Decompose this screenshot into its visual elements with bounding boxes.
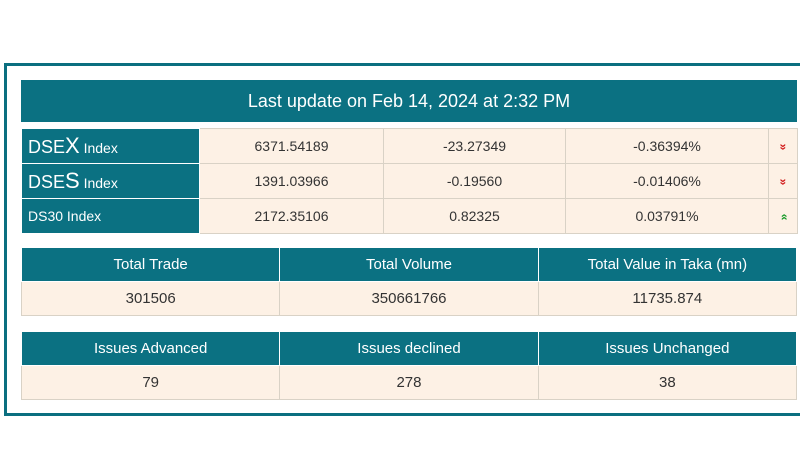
total-volume-value: 350661766 — [279, 281, 539, 316]
index-percent: -0.36394% — [565, 128, 769, 164]
double-chevron-up-icon: » — [768, 198, 798, 234]
index-value: 2172.35106 — [199, 198, 384, 234]
index-name-dsex: DSEX Index — [21, 128, 200, 164]
index-percent: 0.03791% — [565, 198, 769, 234]
double-chevron-down-icon: » — [768, 163, 798, 199]
index-row-dses: DSES Index 1391.03966 -0.19560 -0.01406%… — [21, 163, 798, 199]
index-row-ds30: DS30 Index 2172.35106 0.82325 0.03791% » — [21, 198, 798, 234]
double-chevron-down-icon: » — [768, 128, 798, 164]
total-volume-header: Total Volume — [279, 247, 539, 282]
total-trade-header: Total Trade — [20, 247, 281, 282]
last-update-header: Last update on Feb 14, 2024 at 2:32 PM — [21, 80, 797, 122]
issues-unchanged-value: 38 — [537, 365, 798, 400]
issues-declined-header: Issues declined — [279, 331, 539, 366]
issues-declined-value: 278 — [279, 365, 539, 400]
market-summary-panel: Last update on Feb 14, 2024 at 2:32 PM D… — [4, 63, 800, 416]
index-name-dses: DSES Index — [21, 163, 200, 199]
index-percent: -0.01406% — [565, 163, 769, 199]
index-table: DSEX Index 6371.54189 -23.27349 -0.36394… — [21, 128, 798, 234]
total-trade-value: 301506 — [20, 281, 281, 316]
index-name-ds30: DS30 Index — [21, 198, 200, 234]
index-change: -23.27349 — [383, 128, 566, 164]
issues-unchanged-header: Issues Unchanged — [537, 331, 798, 366]
index-value: 6371.54189 — [199, 128, 384, 164]
total-value-value: 11735.874 — [537, 281, 798, 316]
trade-stats-table: Total Trade Total Volume Total Value in … — [20, 247, 798, 316]
issues-advanced-header: Issues Advanced — [20, 331, 281, 366]
total-value-header: Total Value in Taka (mn) — [537, 247, 798, 282]
issues-advanced-value: 79 — [20, 365, 281, 400]
index-change: -0.19560 — [383, 163, 566, 199]
index-row-dsex: DSEX Index 6371.54189 -23.27349 -0.36394… — [21, 128, 798, 164]
index-value: 1391.03966 — [199, 163, 384, 199]
issues-stats-table: Issues Advanced Issues declined Issues U… — [20, 331, 798, 400]
index-change: 0.82325 — [383, 198, 566, 234]
